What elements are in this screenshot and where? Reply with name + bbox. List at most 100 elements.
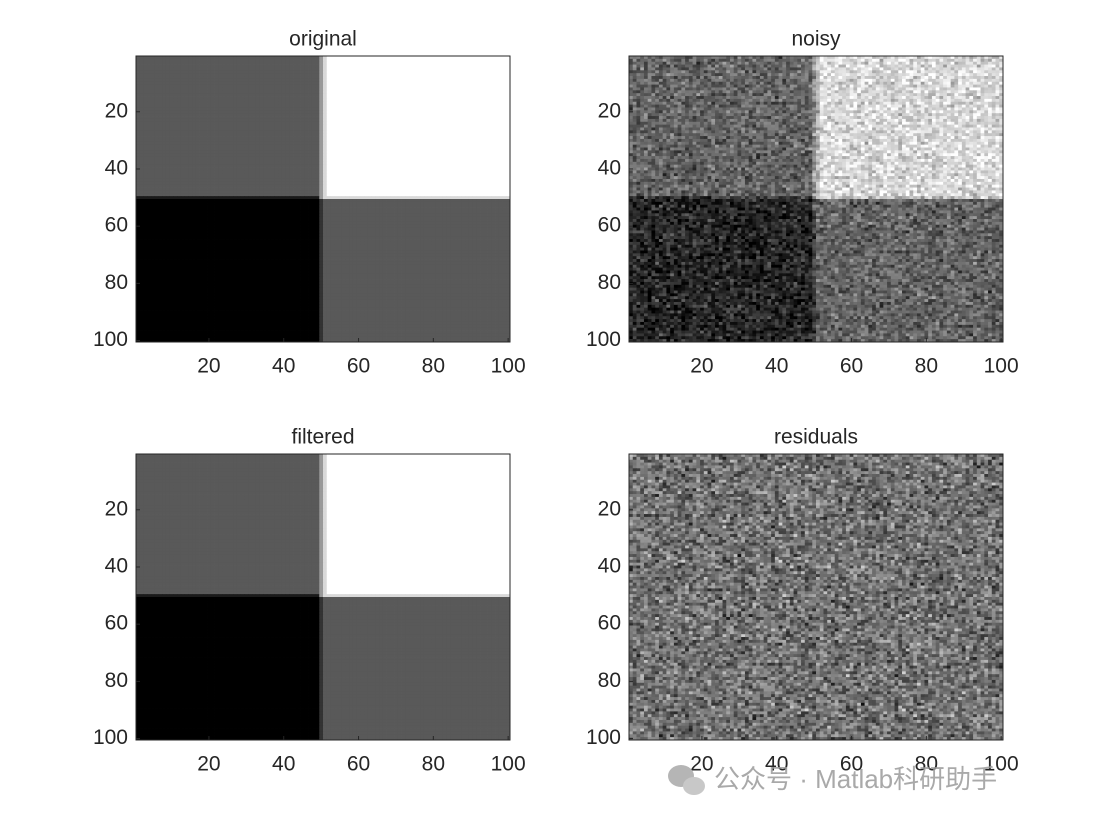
pixel	[293, 121, 298, 126]
pixel	[214, 101, 219, 106]
pixel	[409, 107, 414, 111]
pixel	[364, 158, 369, 163]
pixel	[405, 90, 410, 94]
pixel	[177, 158, 182, 163]
pixel	[330, 196, 335, 200]
pixel	[412, 184, 417, 188]
pixel	[409, 98, 414, 103]
pixel	[150, 164, 156, 168]
pixel	[438, 161, 444, 166]
pixel	[386, 138, 391, 143]
pixel	[184, 96, 189, 100]
pixel	[379, 138, 384, 143]
pixel	[263, 81, 268, 85]
pixel	[259, 138, 264, 143]
pixel	[218, 156, 223, 160]
pixel	[139, 173, 144, 177]
pixel	[442, 118, 447, 123]
pixel	[480, 90, 485, 94]
pixel	[158, 147, 163, 151]
pixel	[210, 130, 215, 134]
pixel	[233, 167, 238, 171]
pixel	[420, 104, 425, 108]
pixel	[364, 156, 369, 160]
pixel	[199, 110, 204, 114]
pixel	[457, 181, 462, 186]
pixel	[285, 178, 290, 183]
pixel	[210, 153, 215, 157]
pixel	[375, 116, 380, 120]
pixel	[438, 73, 444, 77]
pixel	[150, 73, 156, 77]
pixel	[165, 178, 171, 183]
pixel	[296, 158, 301, 163]
pixel	[330, 81, 335, 85]
pixel	[169, 116, 174, 120]
pixel	[476, 190, 481, 194]
pixel	[427, 84, 432, 88]
pixel	[397, 161, 402, 166]
pixel	[405, 173, 410, 177]
pixel	[266, 196, 272, 200]
pixel	[457, 153, 462, 157]
pixel	[143, 147, 148, 151]
pixel	[203, 147, 208, 151]
pixel	[304, 61, 309, 65]
pixel	[416, 81, 421, 85]
pixel	[461, 84, 466, 88]
pixel	[330, 73, 335, 77]
pixel	[255, 156, 260, 160]
pixel	[177, 67, 182, 71]
pixel	[229, 184, 234, 188]
pixel	[188, 133, 193, 137]
pixel	[274, 81, 279, 85]
pixel	[394, 176, 399, 180]
pixel	[498, 78, 503, 83]
pixel	[498, 138, 503, 143]
pixel	[453, 176, 459, 180]
pixel	[495, 78, 500, 83]
pixel	[423, 70, 429, 74]
pixel	[214, 56, 219, 60]
pixel	[154, 104, 159, 108]
pixel	[401, 64, 406, 68]
pixel	[461, 161, 466, 166]
pixel	[266, 153, 272, 157]
pixel	[293, 81, 298, 85]
pixel	[244, 130, 249, 134]
pixel	[199, 107, 204, 111]
pixel	[472, 190, 477, 194]
pixel	[345, 176, 350, 180]
pixel	[270, 96, 275, 100]
pixel	[278, 127, 283, 131]
pixel	[293, 98, 298, 103]
pixel	[203, 178, 208, 183]
pixel	[147, 84, 152, 88]
pixel	[188, 190, 193, 194]
pixel	[352, 158, 358, 163]
pixel	[240, 127, 245, 131]
pixel	[356, 138, 361, 143]
pixel	[278, 118, 283, 123]
pixel	[192, 67, 197, 71]
pixel	[263, 176, 268, 180]
pixel	[382, 116, 387, 120]
pixel	[240, 110, 245, 114]
pixel	[308, 187, 313, 191]
pixel	[218, 144, 223, 148]
pixel	[405, 118, 410, 123]
pixel	[360, 76, 365, 80]
pixel	[502, 130, 507, 134]
pixel	[480, 116, 485, 120]
pixel	[476, 78, 481, 83]
pixel	[192, 150, 197, 154]
pixel	[150, 190, 156, 194]
pixel	[210, 121, 215, 126]
pixel	[423, 147, 429, 151]
pixel	[255, 70, 260, 74]
pixel	[195, 181, 200, 186]
pixel	[491, 121, 496, 126]
pixel	[379, 98, 384, 103]
pixel	[495, 150, 500, 154]
pixel	[192, 90, 197, 94]
